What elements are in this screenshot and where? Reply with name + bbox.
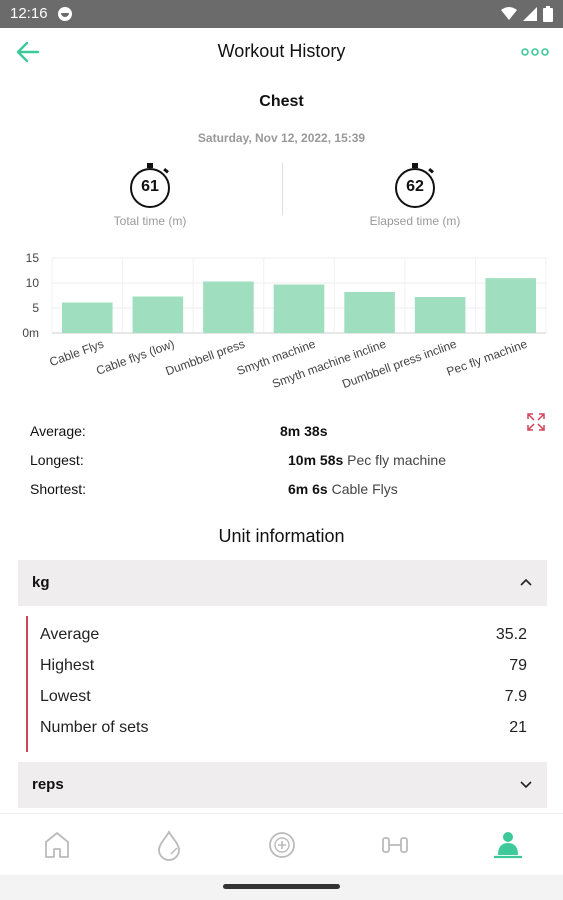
x-tick-label: Cable flys (low) xyxy=(94,337,176,378)
home-icon[interactable] xyxy=(41,829,73,861)
battery-icon xyxy=(543,6,553,22)
row-value: 79 xyxy=(509,657,527,674)
stat-value: 8m 38s xyxy=(280,423,328,439)
bar xyxy=(344,292,395,333)
timer-divider xyxy=(282,163,283,215)
person-icon[interactable] xyxy=(492,829,524,861)
row-value: 7.9 xyxy=(504,688,527,705)
plus-circle-icon[interactable] xyxy=(266,829,298,861)
accordion-kg-label: kg xyxy=(32,574,50,591)
workout-name: Chest xyxy=(259,93,304,110)
bar xyxy=(132,296,184,333)
bar xyxy=(485,278,536,333)
row-value: 35.2 xyxy=(495,626,527,643)
stopwatch-icon: 61 xyxy=(128,162,172,210)
stat-exercise: Cable Flys xyxy=(331,481,398,497)
status-time: 12:16 xyxy=(10,5,48,22)
stat-value: 10m 58s xyxy=(288,452,344,468)
accordion-reps-label: reps xyxy=(32,776,64,793)
unit-information-title: Unit information xyxy=(218,526,345,546)
stat-exercise: Pec fly machine xyxy=(347,452,446,468)
bar xyxy=(414,297,466,333)
duration-stats: Average: 8m 38s Longest: 10m 58s Pec fly… xyxy=(30,423,530,510)
row-label: Lowest xyxy=(40,688,91,705)
chevron-up-icon xyxy=(520,578,532,586)
wifi-icon xyxy=(501,7,517,20)
bar xyxy=(273,284,325,333)
elapsed-time-label: Elapsed time (m) xyxy=(369,214,461,228)
more-options-icon[interactable] xyxy=(521,42,549,62)
stat-longest: Longest: 10m 58s Pec fly machine xyxy=(30,452,530,481)
bar xyxy=(203,281,254,333)
row-label: Number of sets xyxy=(40,719,149,736)
kg-row-average: Average 35.2 xyxy=(28,616,531,647)
elapsed-time-value: 62 xyxy=(406,178,424,195)
accordion-kg-header[interactable]: kg xyxy=(18,560,547,606)
back-arrow-icon[interactable] xyxy=(14,38,42,66)
x-tick-label: Dumbbell press incline xyxy=(340,337,459,392)
status-bar: 12:16 xyxy=(0,0,563,28)
signal-icon xyxy=(523,7,537,21)
total-time-label: Total time (m) xyxy=(113,214,187,228)
status-icons xyxy=(501,6,553,22)
notification-icon xyxy=(58,7,72,21)
x-tick-label: Dumbbell press xyxy=(164,337,247,379)
stat-label: Shortest: xyxy=(30,481,87,497)
row-label: Average xyxy=(40,626,100,643)
stat-value: 6m 6s xyxy=(288,481,328,497)
home-indicator xyxy=(223,884,340,889)
accordion-kg-body: Average 35.2 Highest 79 Lowest 7.9 Numbe… xyxy=(26,616,531,752)
row-label: Highest xyxy=(40,657,95,674)
app-bar: Workout History xyxy=(0,28,563,76)
stopwatch-icon: 62 xyxy=(393,162,437,210)
y-tick-label: 5 xyxy=(32,301,39,315)
elapsed-time: 62 Elapsed time (m) xyxy=(315,162,515,228)
expand-icon[interactable] xyxy=(526,412,546,432)
x-tick-label: Pec fly machine xyxy=(445,337,530,379)
chevron-down-icon xyxy=(520,781,532,789)
gesture-bar xyxy=(0,875,563,900)
row-value: 21 xyxy=(509,719,527,736)
total-time: 61 Total time (m) xyxy=(50,162,250,228)
dumbbell-icon[interactable] xyxy=(379,829,411,861)
total-time-value: 61 xyxy=(141,178,159,195)
y-tick-label: 15 xyxy=(26,251,40,265)
y-tick-label: 10 xyxy=(26,276,40,290)
workout-date: Saturday, Nov 12, 2022, 15:39 xyxy=(197,131,366,145)
stat-label: Longest: xyxy=(30,452,84,468)
bottom-navigation xyxy=(0,813,563,875)
stat-average: Average: 8m 38s xyxy=(30,423,530,452)
stat-shortest: Shortest: 6m 6s Cable Flys xyxy=(30,481,530,510)
drop-icon[interactable] xyxy=(153,829,185,861)
stat-label: Average: xyxy=(30,423,86,439)
accordion-reps-header[interactable]: reps xyxy=(18,762,547,808)
kg-row-highest: Highest 79 xyxy=(28,647,531,678)
bar xyxy=(62,302,113,333)
kg-row-lowest: Lowest 7.9 xyxy=(28,678,531,709)
y-tick-label: 0m xyxy=(22,326,39,340)
kg-row-number-of-sets: Number of sets 21 xyxy=(28,709,531,740)
page-title: Workout History xyxy=(217,41,346,61)
